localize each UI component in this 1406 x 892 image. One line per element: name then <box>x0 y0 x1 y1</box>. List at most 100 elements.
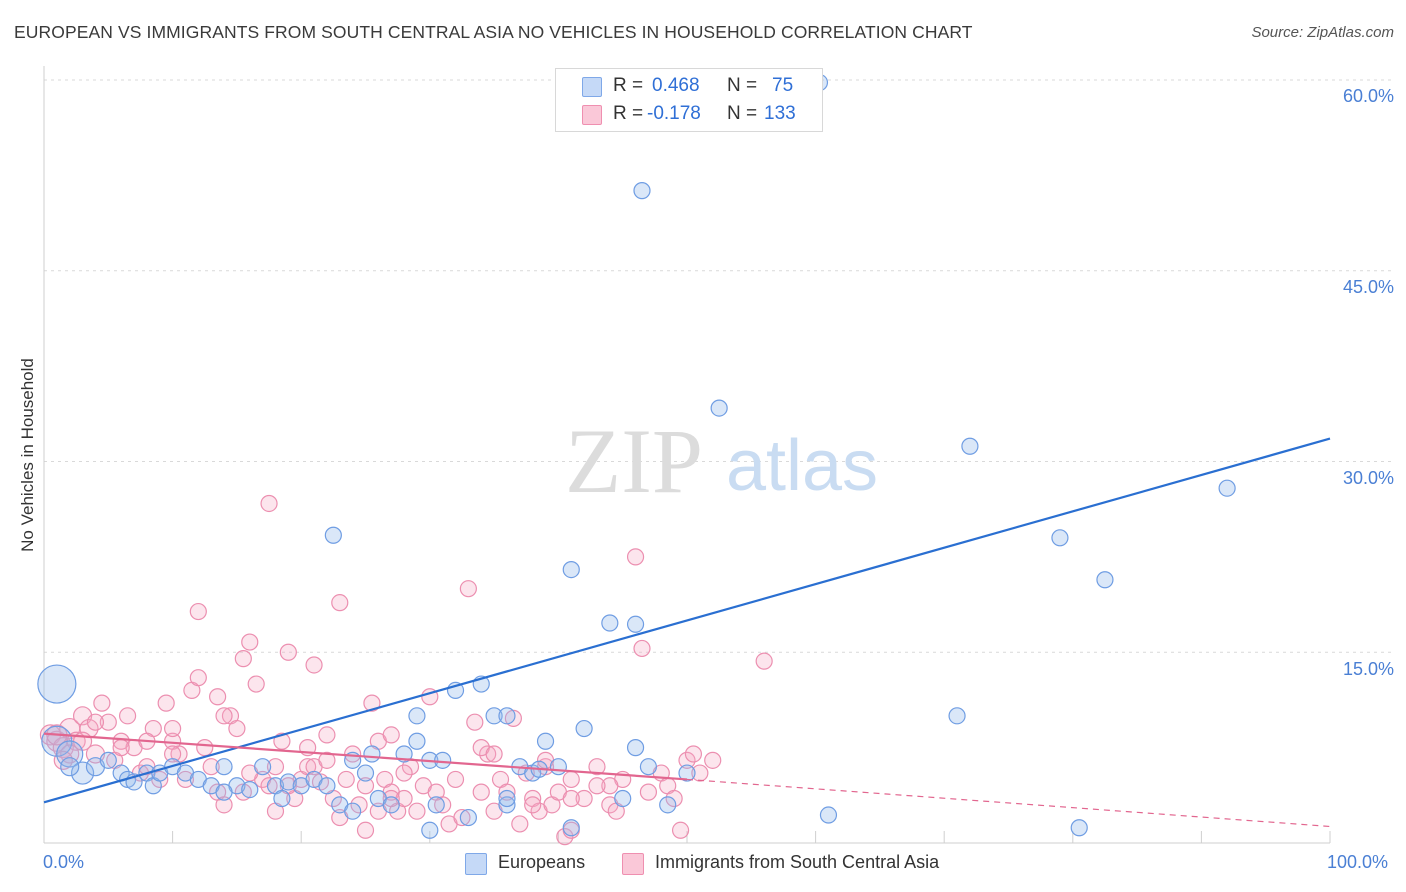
source-label: Source: ZipAtlas.com <box>1251 24 1394 41</box>
europeans-point <box>99 751 117 769</box>
x-tick-label: 0.0% <box>43 852 85 872</box>
europeans-point <box>459 808 477 827</box>
legend-swatch <box>582 77 602 97</box>
immigrants-point <box>118 707 137 725</box>
immigrants-point <box>356 777 375 795</box>
immigrants-point <box>164 719 182 738</box>
legend-row-immigrants: R = -0.178 N = 133 <box>556 100 822 128</box>
europeans-point <box>633 182 651 200</box>
immigrants-trend-extension <box>686 778 1331 828</box>
europeans-point <box>215 758 233 776</box>
chart-title: EUROPEAN VS IMMIGRANTS FROM SOUTH CENTRA… <box>14 22 973 42</box>
correlation-legend: R = 0.468 N = 75 R = -0.178 N = 133 <box>555 68 823 132</box>
europeans-point <box>382 796 400 814</box>
immigrants-point <box>318 726 336 744</box>
europeans-point <box>37 664 77 704</box>
immigrants-point <box>266 758 285 776</box>
immigrants-point <box>260 777 278 795</box>
europeans-point <box>318 777 336 795</box>
legend-label: Immigrants from South Central Asia <box>655 852 940 872</box>
europeans-point <box>1051 529 1069 547</box>
europeans-point <box>961 437 979 455</box>
y-tick-label: 45.0% <box>1342 277 1394 297</box>
europeans-point <box>421 821 439 839</box>
immigrants-point <box>684 745 703 763</box>
immigrants-point <box>164 745 182 763</box>
watermark: ZIP atlas <box>565 410 878 512</box>
immigrants-point <box>511 815 529 833</box>
europeans-point <box>601 614 619 632</box>
legend-n-label: N = <box>727 75 758 96</box>
immigrants-point <box>453 808 471 827</box>
immigrants-point <box>633 639 651 658</box>
immigrants-point <box>524 796 542 814</box>
legend-swatch <box>582 105 602 125</box>
legend-r-value: -0.178 <box>647 103 701 124</box>
europeans-point <box>485 707 503 725</box>
series-europeans-points <box>37 73 1236 839</box>
europeans-point <box>1070 819 1088 837</box>
europeans-point <box>60 757 80 777</box>
europeans-point <box>215 783 233 801</box>
immigrants-point <box>382 789 400 808</box>
europeans-point <box>626 615 645 633</box>
europeans-point <box>344 802 362 820</box>
immigrants-point <box>247 675 265 693</box>
x-tick-label: 100.0% <box>1327 852 1389 872</box>
immigrants-point <box>228 719 246 738</box>
europeans-point <box>639 758 658 776</box>
immigrants-point <box>671 821 690 839</box>
immigrants-point <box>234 650 252 668</box>
europeans-point <box>710 399 728 417</box>
watermark-atlas: atlas <box>726 426 878 506</box>
y-tick-label: 15.0% <box>1342 659 1394 679</box>
europeans-trend-line <box>43 437 1331 804</box>
immigrants-point <box>202 758 220 776</box>
immigrants-point <box>189 602 207 621</box>
immigrants-point <box>466 713 484 731</box>
immigrants-point <box>363 694 381 712</box>
immigrants-point <box>215 707 233 725</box>
europeans-point <box>626 739 645 757</box>
immigrants-point <box>755 652 773 670</box>
immigrants-point <box>189 669 207 687</box>
immigrants-point <box>99 713 117 731</box>
europeans-point <box>434 751 452 769</box>
europeans-point <box>948 707 966 725</box>
europeans-point <box>254 758 272 776</box>
legend-swatch <box>465 853 487 875</box>
immigrants-point <box>382 726 400 744</box>
immigrants-point <box>157 694 175 712</box>
immigrants-point <box>331 594 349 612</box>
legend-row-europeans: R = 0.468 N = 75 <box>556 72 822 100</box>
europeans-point <box>614 789 632 808</box>
immigrants-point <box>472 783 490 801</box>
immigrants-point <box>350 796 368 814</box>
immigrants-point <box>434 796 452 814</box>
immigrants-point <box>356 821 375 839</box>
immigrants-point <box>575 789 593 808</box>
europeans-point <box>279 773 297 791</box>
immigrants-point <box>279 643 297 661</box>
europeans-point <box>536 732 555 750</box>
europeans-point <box>1096 571 1114 589</box>
axes <box>43 66 1331 844</box>
y-tick-label: 60.0% <box>1342 86 1394 106</box>
legend-swatch <box>622 853 644 875</box>
immigrants-point <box>588 777 606 795</box>
legend-r-value: 0.468 <box>652 75 700 96</box>
europeans-point <box>678 764 696 782</box>
europeans-point <box>427 796 445 814</box>
europeans-point <box>498 789 516 808</box>
europeans-point <box>408 707 426 725</box>
immigrants-point <box>498 783 516 801</box>
europeans-point <box>819 806 838 824</box>
legend-label: Europeans <box>498 852 586 872</box>
y-tick-label: 30.0% <box>1342 468 1394 488</box>
europeans-point <box>562 560 580 579</box>
immigrants-point <box>209 688 227 706</box>
immigrants-point <box>704 751 722 769</box>
europeans-point <box>1218 479 1236 497</box>
legend-r-label: R = <box>613 75 644 96</box>
